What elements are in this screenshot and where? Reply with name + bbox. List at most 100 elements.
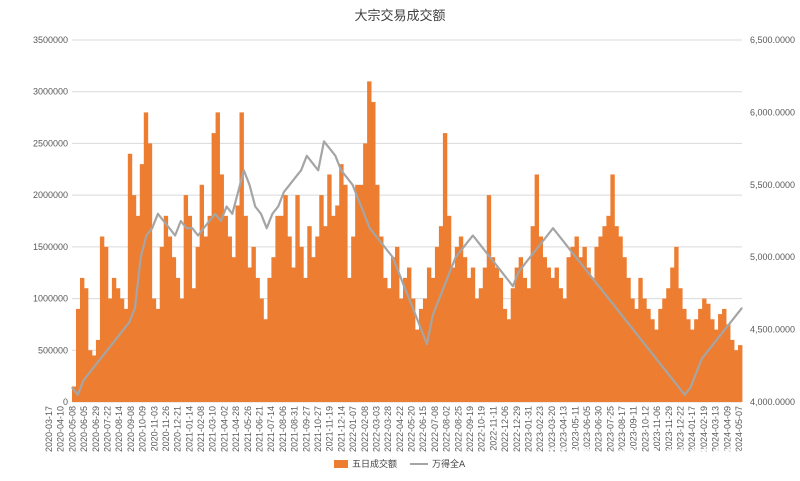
- bar: [407, 267, 412, 402]
- line-point: [426, 343, 428, 345]
- x-tick-label: 2024-02-19: [699, 406, 709, 452]
- bar: [690, 329, 695, 402]
- x-tick-label: 2023-11-06: [652, 406, 662, 451]
- bar: [522, 277, 528, 402]
- bar: [498, 277, 504, 402]
- bar: [478, 288, 484, 402]
- bar: [702, 298, 707, 402]
- line-point: [615, 307, 617, 309]
- x-tick-label: 2022-12-06: [500, 406, 510, 452]
- x-tick-label: 2021-07-14: [266, 406, 276, 452]
- bar: [183, 195, 189, 402]
- bar: [558, 288, 563, 402]
- bar: [379, 236, 384, 402]
- bar: [139, 164, 145, 402]
- bar: [219, 174, 224, 402]
- x-tick-label: 2022-08-25: [453, 406, 463, 452]
- line-point: [724, 329, 726, 331]
- bar: [686, 319, 691, 402]
- line-point: [546, 234, 548, 237]
- bar: [410, 298, 416, 402]
- bar: [191, 288, 197, 402]
- legend-swatch-bar: [334, 460, 348, 468]
- bar: [283, 195, 288, 402]
- bar: [590, 277, 595, 402]
- bar: [199, 184, 205, 402]
- bar: [530, 226, 536, 402]
- line-point: [586, 271, 588, 273]
- bar: [630, 298, 635, 402]
- line-point: [197, 234, 199, 237]
- line-point: [277, 205, 279, 208]
- line-point: [535, 249, 537, 251]
- x-tick-label: 2021-09-27: [301, 406, 311, 452]
- bar: [215, 112, 220, 403]
- bar: [143, 112, 149, 403]
- line-point: [191, 227, 193, 229]
- line-point: [334, 155, 337, 157]
- bar: [331, 215, 336, 402]
- bar: [710, 319, 715, 402]
- bar: [698, 308, 703, 402]
- bar: [231, 257, 236, 402]
- bar: [151, 298, 157, 402]
- y-right-tick-label: 6,000.0000: [750, 107, 795, 117]
- y-left-tick-label: 2500000: [33, 138, 68, 148]
- bar: [315, 236, 320, 402]
- line-point: [432, 314, 434, 316]
- bar: [155, 308, 161, 402]
- bar: [706, 303, 711, 402]
- bar: [135, 215, 141, 402]
- y-right-tick-label: 5,500.0000: [750, 180, 795, 190]
- bar: [263, 319, 268, 402]
- chart-title: 大宗交易成交额: [354, 8, 445, 24]
- line-point: [632, 329, 634, 331]
- line-point: [403, 285, 405, 287]
- bar: [99, 236, 105, 402]
- bar: [518, 257, 524, 402]
- line-point: [283, 191, 285, 193]
- x-tick-label: 2021-10-27: [313, 406, 323, 452]
- bar: [371, 102, 376, 403]
- bar: [642, 298, 647, 402]
- bar: [227, 236, 232, 402]
- bar: [351, 236, 356, 402]
- x-tick-label: 2024-04-09: [722, 406, 732, 452]
- line-point: [661, 365, 663, 367]
- bar: [87, 350, 93, 402]
- x-tick-label: 2021-04-28: [231, 406, 241, 452]
- x-tick-label: 2022-01-07: [348, 406, 358, 452]
- bar: [383, 277, 388, 402]
- line-point: [351, 184, 354, 186]
- bar: [542, 257, 547, 402]
- line-point: [689, 386, 692, 389]
- bar: [271, 257, 276, 402]
- bar: [291, 267, 296, 402]
- line-point: [449, 271, 451, 273]
- bar: [207, 215, 212, 402]
- line-point: [374, 234, 377, 237]
- bar: [610, 174, 615, 402]
- line-point: [483, 249, 485, 251]
- line-point: [466, 242, 468, 244]
- bar: [347, 277, 352, 402]
- line-point: [621, 314, 623, 316]
- x-tick-label: 2022-09-19: [465, 406, 475, 452]
- bar: [307, 226, 312, 402]
- x-tick-label: 2021-05-26: [243, 406, 253, 452]
- line-point: [489, 256, 491, 258]
- line-point: [598, 285, 600, 287]
- bar: [95, 339, 101, 402]
- bar: [211, 133, 216, 403]
- x-tick-label: 2023-12-22: [676, 406, 686, 452]
- x-tick-label: 2022-11-11: [488, 406, 498, 451]
- bar: [726, 324, 731, 402]
- line-point: [523, 263, 525, 266]
- legend-label-line: 万得全A: [432, 458, 466, 470]
- x-tick-label: 2023-10-12: [640, 406, 650, 452]
- bar: [327, 174, 332, 402]
- bar: [566, 257, 571, 402]
- x-tick-label: 2023-05-11: [570, 406, 580, 451]
- bar: [442, 133, 448, 403]
